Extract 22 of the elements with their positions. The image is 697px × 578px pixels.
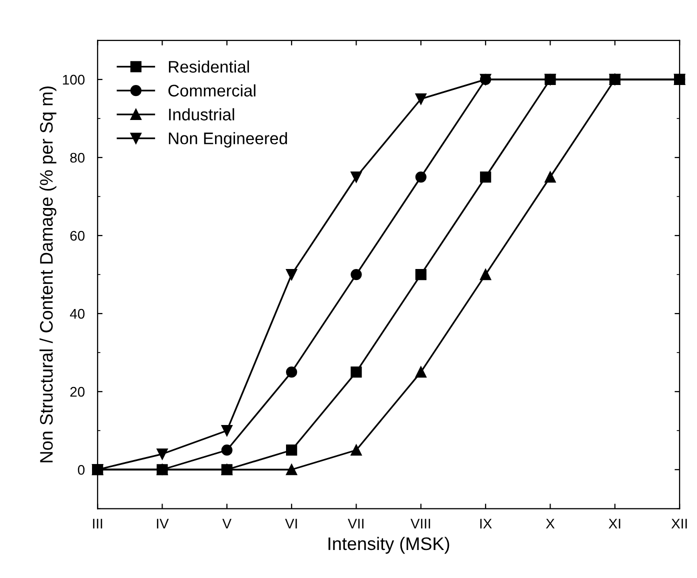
x-tick-label: X xyxy=(546,518,555,528)
y-tick-label: 100 xyxy=(62,74,85,85)
legend-label: Industrial xyxy=(169,108,234,120)
legend-label: Non Engineered xyxy=(168,132,287,148)
x-tick-label: IV xyxy=(156,518,169,528)
y-axis-title: Non Structural / Content Damage (% per Sq m) xyxy=(40,86,56,462)
legend-label: Residential xyxy=(168,60,249,73)
x-tick-label: VII xyxy=(348,518,364,528)
y-tick-label: 80 xyxy=(70,152,85,163)
y-tick-label: 60 xyxy=(70,230,85,241)
legend-label: Commercial xyxy=(168,84,256,97)
x-axis-title: Intensity (MSK) xyxy=(328,536,450,554)
y-tick-label: 0 xyxy=(78,464,85,475)
x-tick-label: IX xyxy=(480,518,492,528)
x-tick-label: XII xyxy=(671,518,687,528)
y-tick-label: 20 xyxy=(70,386,85,397)
x-tick-label: XI xyxy=(608,518,620,528)
x-tick-label: III xyxy=(93,518,102,528)
x-tick-label: VIII xyxy=(410,518,430,528)
y-tick-label: 40 xyxy=(70,308,85,319)
x-tick-label: V xyxy=(222,518,232,528)
x-tick-label: VI xyxy=(285,518,297,528)
